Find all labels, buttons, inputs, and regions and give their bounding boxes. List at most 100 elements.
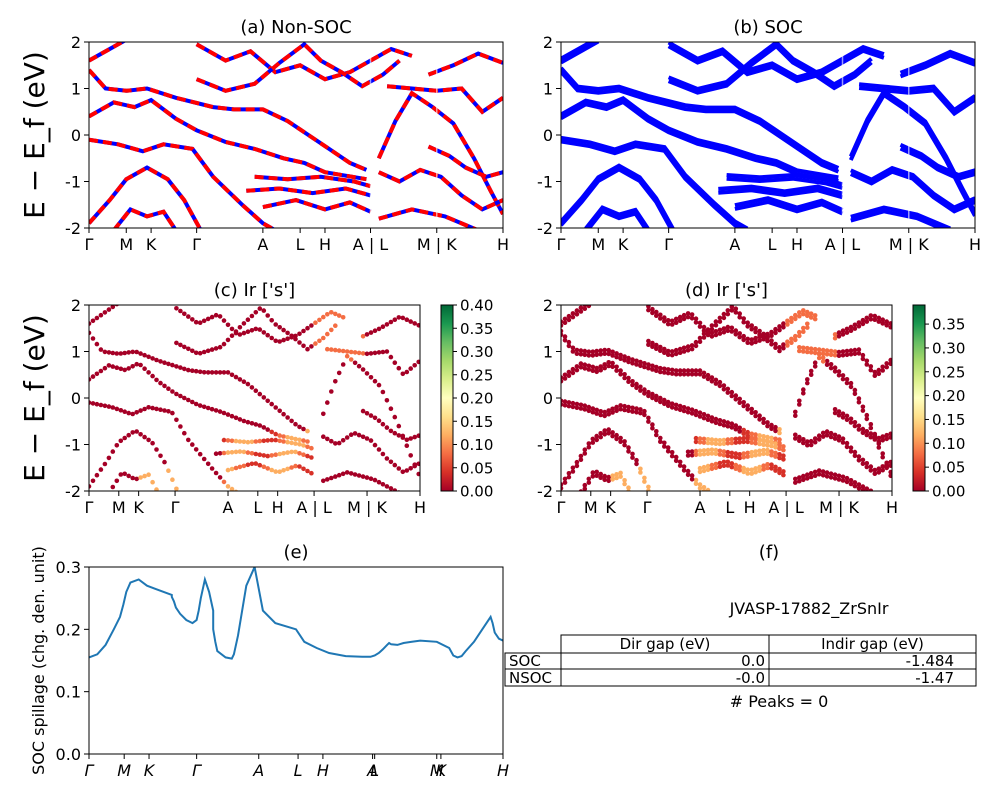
x-tick-label: H bbox=[272, 498, 284, 517]
band-point bbox=[360, 474, 366, 479]
band-point bbox=[229, 372, 235, 378]
band-point bbox=[733, 310, 739, 315]
band-point bbox=[856, 347, 862, 352]
band-point bbox=[622, 403, 627, 409]
band-point bbox=[848, 380, 854, 386]
band-point bbox=[662, 315, 667, 320]
spillage-line bbox=[89, 567, 503, 660]
band-point bbox=[293, 436, 298, 442]
band-point bbox=[729, 461, 735, 466]
band-point bbox=[773, 436, 778, 442]
band-point bbox=[662, 366, 667, 372]
band-point bbox=[213, 312, 219, 318]
band-point bbox=[313, 320, 318, 326]
band-point bbox=[777, 470, 782, 476]
band-point bbox=[376, 382, 382, 388]
band-point bbox=[757, 448, 762, 454]
band-point bbox=[201, 349, 207, 355]
band-point bbox=[261, 330, 267, 335]
band-point bbox=[808, 315, 814, 320]
band-point bbox=[305, 453, 310, 459]
band-point bbox=[582, 366, 588, 371]
band-point bbox=[808, 471, 814, 476]
band-point bbox=[709, 462, 715, 468]
band-point bbox=[313, 341, 318, 346]
band-point bbox=[257, 438, 263, 444]
band-point bbox=[665, 367, 671, 372]
band-line bbox=[89, 165, 202, 228]
band-point bbox=[265, 332, 271, 338]
band-point bbox=[376, 479, 382, 485]
band-point bbox=[681, 316, 687, 322]
colorbar-tick-label: 0.05 bbox=[460, 459, 493, 477]
band-point bbox=[650, 426, 655, 431]
band-point bbox=[868, 317, 874, 322]
band-point bbox=[669, 352, 675, 358]
x-tick-label: H bbox=[317, 761, 329, 780]
band-line bbox=[427, 144, 503, 179]
band-point bbox=[364, 332, 370, 337]
band-point bbox=[574, 308, 580, 313]
band-point bbox=[745, 320, 750, 326]
band-point bbox=[170, 410, 175, 416]
band-point bbox=[717, 421, 723, 427]
band-point bbox=[376, 326, 382, 332]
band-point bbox=[836, 473, 842, 479]
band-point bbox=[872, 313, 878, 319]
band-point bbox=[753, 469, 758, 475]
band-point bbox=[729, 389, 735, 395]
band-point bbox=[289, 435, 294, 441]
band-point bbox=[669, 401, 675, 407]
band-point bbox=[729, 450, 735, 456]
band-point bbox=[301, 452, 306, 458]
band-point bbox=[717, 464, 723, 470]
band-point bbox=[880, 321, 885, 326]
band-point bbox=[400, 371, 406, 377]
band-point bbox=[614, 432, 619, 438]
band-point bbox=[745, 450, 750, 456]
band-point bbox=[606, 347, 611, 353]
band-point bbox=[793, 480, 798, 485]
colorbar-tick-label: 0.40 bbox=[460, 297, 493, 315]
band-point bbox=[225, 438, 231, 443]
band-line bbox=[718, 188, 844, 200]
band-point bbox=[713, 332, 719, 338]
band-point bbox=[273, 437, 279, 443]
band-point bbox=[737, 429, 742, 434]
y-tick-label: -2 bbox=[65, 482, 81, 501]
band-point bbox=[725, 463, 731, 468]
band-point bbox=[880, 434, 885, 439]
band-point bbox=[697, 339, 703, 345]
band-point bbox=[602, 432, 607, 437]
x-tick-label: M | K bbox=[889, 235, 929, 254]
band-point bbox=[89, 330, 92, 336]
band-point bbox=[138, 408, 143, 413]
band-point bbox=[285, 439, 290, 445]
band-point bbox=[122, 367, 127, 373]
band-point bbox=[269, 335, 275, 341]
band-line bbox=[89, 42, 127, 63]
band-point bbox=[317, 338, 322, 344]
band-point bbox=[634, 362, 639, 367]
band-line bbox=[427, 144, 503, 179]
band-point bbox=[106, 455, 112, 461]
band-line bbox=[195, 42, 413, 82]
band-point bbox=[765, 451, 770, 457]
band-point bbox=[614, 351, 619, 356]
band-line bbox=[561, 96, 839, 180]
y-tick-label: 2 bbox=[71, 296, 81, 315]
band-point bbox=[777, 446, 782, 452]
y-tick-label: 0.2 bbox=[56, 620, 81, 639]
band-point bbox=[717, 379, 723, 385]
band-point bbox=[773, 468, 778, 473]
x-tick-label: L bbox=[768, 235, 777, 254]
band-point bbox=[265, 453, 271, 459]
band-point bbox=[622, 442, 627, 448]
band-point bbox=[301, 443, 306, 448]
band-point bbox=[642, 364, 647, 370]
band-point bbox=[773, 450, 778, 456]
band-point bbox=[852, 483, 858, 489]
band-point bbox=[134, 429, 139, 434]
band-point bbox=[816, 355, 822, 361]
band-point bbox=[650, 391, 655, 397]
